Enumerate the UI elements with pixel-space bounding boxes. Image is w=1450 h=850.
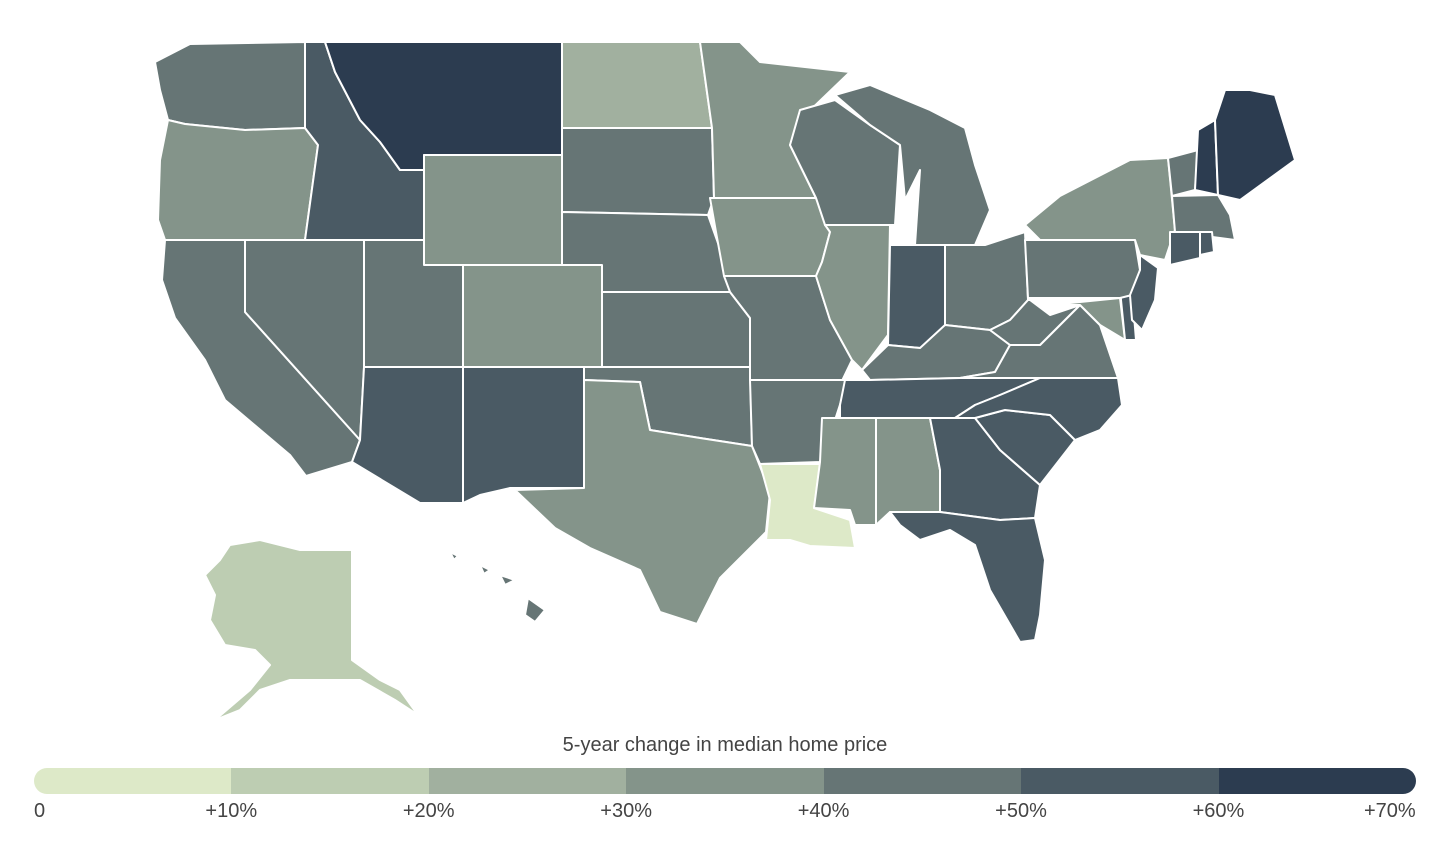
state-CO[interactable]	[462, 264, 603, 368]
state-NC[interactable]	[954, 377, 1123, 441]
state-NM[interactable]	[462, 366, 585, 504]
state-HI[interactable]	[449, 551, 546, 623]
legend-tick: +20%	[402, 800, 455, 822]
state-FL[interactable]	[889, 511, 1046, 643]
legend-tick: +50%	[995, 800, 1047, 822]
legend-tick: +40%	[797, 800, 850, 822]
state-WY[interactable]	[423, 154, 563, 266]
us-choropleth-map	[154, 41, 1296, 721]
legend-bin-1	[34, 768, 232, 794]
state-MA[interactable]	[1171, 194, 1236, 241]
state-MD[interactable]	[1049, 297, 1126, 341]
state-KS[interactable]	[601, 291, 751, 368]
legend-title: 5-year change in median home price	[562, 734, 888, 756]
legend-bin-3	[428, 768, 627, 794]
state-VT[interactable]	[1167, 149, 1199, 197]
state-WV[interactable]	[989, 299, 1081, 346]
legend-tick: +60%	[1192, 800, 1245, 822]
state-SD[interactable]	[561, 127, 715, 216]
legend-bin-4	[626, 768, 824, 794]
legend-tick: +10%	[205, 800, 258, 822]
legend-tick: +70%	[1364, 800, 1416, 822]
legend-tick: +30%	[600, 800, 652, 822]
state-NJ[interactable]	[1129, 254, 1159, 331]
state-AK[interactable]	[204, 539, 419, 721]
state-MS[interactable]	[813, 417, 877, 526]
state-PA[interactable]	[1024, 239, 1141, 299]
legend-bin-2	[231, 768, 429, 794]
state-ND[interactable]	[561, 41, 713, 129]
state-ME[interactable]	[1214, 89, 1296, 201]
state-IA[interactable]	[709, 197, 831, 277]
state-CT[interactable]	[1169, 231, 1201, 266]
state-AL[interactable]	[875, 417, 941, 526]
state-OR[interactable]	[157, 119, 319, 241]
legend-tick: 0	[34, 800, 46, 822]
legend-bin-6	[1021, 768, 1219, 794]
state-RI[interactable]	[1199, 231, 1215, 256]
legend-bin-7	[1218, 768, 1416, 794]
state-TX[interactable]	[514, 379, 771, 625]
state-AZ[interactable]	[351, 366, 464, 504]
state-WA[interactable]	[154, 41, 306, 131]
legend-color-bar	[34, 768, 1416, 794]
legend-tick-labels: 0 +10% +20% +30% +40% +50% +60% +70%	[0, 800, 1450, 830]
legend-bin-5	[823, 768, 1022, 794]
state-shapes	[154, 41, 1296, 721]
